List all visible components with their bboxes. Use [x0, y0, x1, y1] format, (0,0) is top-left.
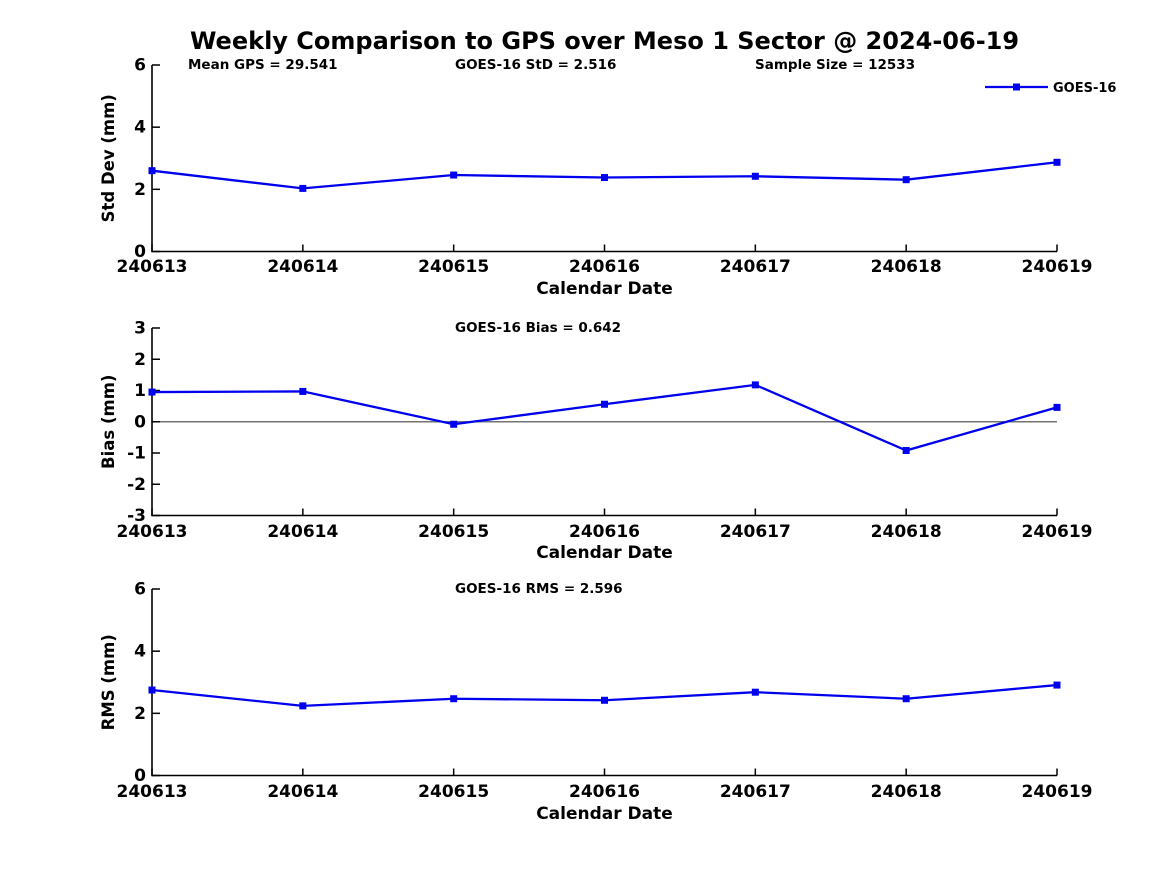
x-tick-label: 240619	[1022, 782, 1093, 802]
y-tick-label: 6	[134, 56, 146, 76]
x-tick-label: 240615	[418, 257, 489, 277]
data-point-marker	[1053, 403, 1061, 411]
data-point-marker	[902, 176, 910, 184]
x-tick-label: 240615	[418, 782, 489, 802]
data-point-marker	[1053, 681, 1061, 689]
x-tick-label: 240619	[1022, 257, 1093, 277]
y-tick-label: -2	[127, 475, 146, 495]
data-point-marker	[299, 387, 307, 395]
y-tick-label: 2	[134, 180, 146, 200]
x-tick-label: 240614	[267, 257, 338, 277]
data-point-marker	[902, 447, 910, 454]
data-point-marker	[751, 381, 759, 389]
data-point-marker	[450, 695, 458, 703]
x-tick-label: 240615	[418, 522, 489, 542]
chart-panel-std-dev: 0 2 4 6 240613 240614 240615 240616 240617 240618…	[99, 56, 1116, 300]
data-point-marker	[299, 184, 307, 192]
data-point-marker	[148, 686, 156, 694]
x-tick-label: 240613	[117, 257, 188, 277]
x-tick-label: 240616	[569, 257, 640, 277]
x-tick-label: 240617	[720, 522, 791, 542]
legend: GOES-16	[985, 81, 1116, 96]
data-point-marker	[751, 688, 759, 696]
y-tick-label: 4	[134, 642, 146, 662]
annotation: Mean GPS = 29.541	[188, 57, 338, 73]
x-tick-label: 240618	[871, 257, 942, 277]
y-tick-label: 0	[134, 242, 146, 262]
y-tick-label: -1	[127, 444, 146, 464]
data-point-marker	[299, 702, 307, 710]
y-tick-label: -3	[127, 506, 146, 526]
y-tick-label: 0	[134, 766, 146, 786]
data-point-marker	[148, 167, 156, 175]
data-point-marker	[902, 695, 910, 703]
legend-marker	[1013, 83, 1020, 91]
x-tick-label: 240616	[569, 522, 640, 542]
figure-title: Weekly Comparison to GPS over Meso 1 Sec…	[189, 27, 1020, 55]
data-point-marker	[450, 420, 458, 428]
annotation: Sample Size = 12533	[755, 57, 915, 73]
y-tick-label: 6	[134, 580, 146, 600]
y-tick-label: 0	[134, 412, 146, 432]
series-line	[151, 383, 1058, 452]
annotation: GOES-16 RMS = 2.596	[455, 581, 623, 597]
x-tick-label: 240618	[871, 522, 942, 542]
y-tick-label: 1	[134, 381, 146, 401]
x-tick-label: 240614	[267, 782, 338, 802]
x-axis-title: Calendar Date	[536, 804, 673, 824]
y-tick-label: 4	[134, 118, 146, 138]
y-tick-label: 2	[134, 350, 146, 370]
data-point-marker	[601, 174, 608, 182]
data-point-marker	[751, 172, 759, 180]
legend-label: GOES-16	[1053, 81, 1116, 96]
data-point-marker	[1053, 158, 1061, 166]
x-tick-label: 240619	[1022, 522, 1093, 542]
x-axis-title: Calendar Date	[536, 279, 673, 299]
y-tick-label: 3	[134, 319, 146, 339]
data-point-marker	[601, 400, 608, 408]
data-point-marker	[601, 696, 608, 704]
x-axis-title: Calendar Date	[536, 543, 673, 563]
x-tick-label: 240617	[720, 257, 791, 277]
x-tick-label: 240613	[117, 782, 188, 802]
data-point-marker	[450, 171, 458, 179]
annotation: GOES-16 StD = 2.516	[455, 57, 616, 73]
y-axis-title: Std Dev (mm)	[99, 94, 118, 222]
x-tick-label: 240618	[871, 782, 942, 802]
data-point-marker	[148, 388, 156, 396]
y-tick-label: 2	[134, 704, 146, 724]
annotation: GOES-16 Bias = 0.642	[455, 320, 621, 336]
chart-panel-rms: 0 2 4 6 240613 240614 240615 240616 240617 240618…	[99, 580, 1092, 825]
x-tick-label: 240613	[117, 522, 188, 542]
x-tick-label: 240614	[267, 522, 338, 542]
x-tick-label: 240616	[569, 782, 640, 802]
x-tick-label: 240617	[720, 782, 791, 802]
y-axis-title: Bias (mm)	[99, 375, 118, 469]
y-axis-title: RMS (mm)	[99, 634, 118, 730]
